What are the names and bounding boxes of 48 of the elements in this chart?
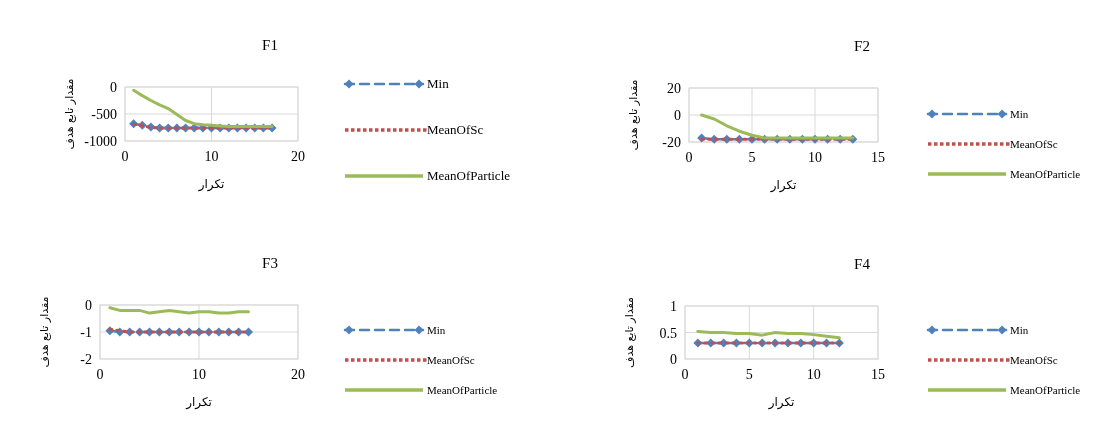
x-axis-title: تکرار [185,395,212,410]
chart-title: F3 [262,255,278,271]
legend-label: Min [1010,108,1029,120]
x-tick-label: 5 [748,150,756,165]
x-tick-label: 15 [871,150,885,165]
y-tick-label: -500 [91,107,117,122]
x-tick-label: 10 [806,367,821,382]
y-tick-label: -20 [662,135,681,150]
y-axis-title: مقدار تابع هدف [63,78,76,150]
x-tick-label: 10 [192,367,206,382]
legend-label: MeanOfParticle [1010,384,1081,396]
x-tick-label: 20 [291,367,305,382]
y-tick-label: 0.5 [659,325,677,341]
x-tick-label: 20 [291,149,305,164]
y-tick-label: 0 [670,352,677,367]
x-tick-label: 5 [745,367,753,382]
x-axis-title: تکرار [767,395,795,410]
y-tick-label: 0 [110,80,117,95]
x-tick-label: 10 [808,150,822,165]
y-axis-title: مقدار تابع هدف [623,296,636,368]
x-tick-label: 10 [204,149,219,164]
x-tick-label: 0 [685,150,693,165]
y-tick-label: 1 [670,299,677,314]
legend-label: MeanOfSc [427,122,484,137]
legend-label: Min [427,324,446,336]
chart-title: F4 [854,256,871,272]
x-tick-label: 15 [871,367,885,382]
legend-label: Min [1010,324,1029,336]
legend-label: Min [427,76,450,91]
legend-label: MeanOfParticle [1010,168,1081,180]
y-axis-title: مقدار تابع هدف [627,79,640,151]
x-axis-title: تکرار [197,177,225,192]
y-tick-label: 20 [667,81,681,96]
y-tick-label: -1 [80,325,92,340]
y-tick-label: -2 [80,352,92,367]
y-tick-label: -1000 [84,134,117,149]
legend-label: MeanOfSc [1010,354,1058,366]
legend-label: MeanOfSc [427,354,475,366]
y-tick-label: 0 [674,108,681,123]
y-axis-title: مقدار تابع هدف [38,296,51,368]
x-tick-label: 0 [121,149,129,164]
chart-title: F2 [854,38,870,54]
legend-label: MeanOfSc [1010,138,1058,150]
y-tick-label: 0 [85,298,92,313]
legend-label: MeanOfParticle [427,384,498,396]
legend-label: MeanOfParticle [427,168,511,183]
chart-title: F1 [262,37,278,53]
x-axis-title: تکرار [769,178,797,193]
